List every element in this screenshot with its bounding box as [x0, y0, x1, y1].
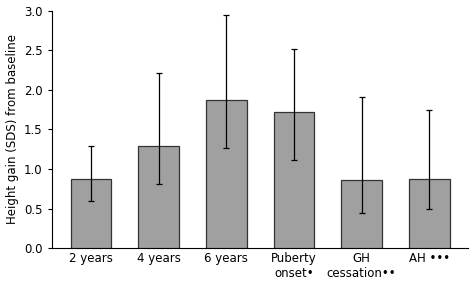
Bar: [341, 180, 382, 248]
Bar: [138, 146, 179, 248]
Y-axis label: Height gain (SDS) from baseline: Height gain (SDS) from baseline: [6, 34, 18, 225]
Bar: [273, 112, 314, 248]
Bar: [409, 179, 449, 248]
Bar: [71, 179, 111, 248]
Bar: [206, 100, 246, 248]
